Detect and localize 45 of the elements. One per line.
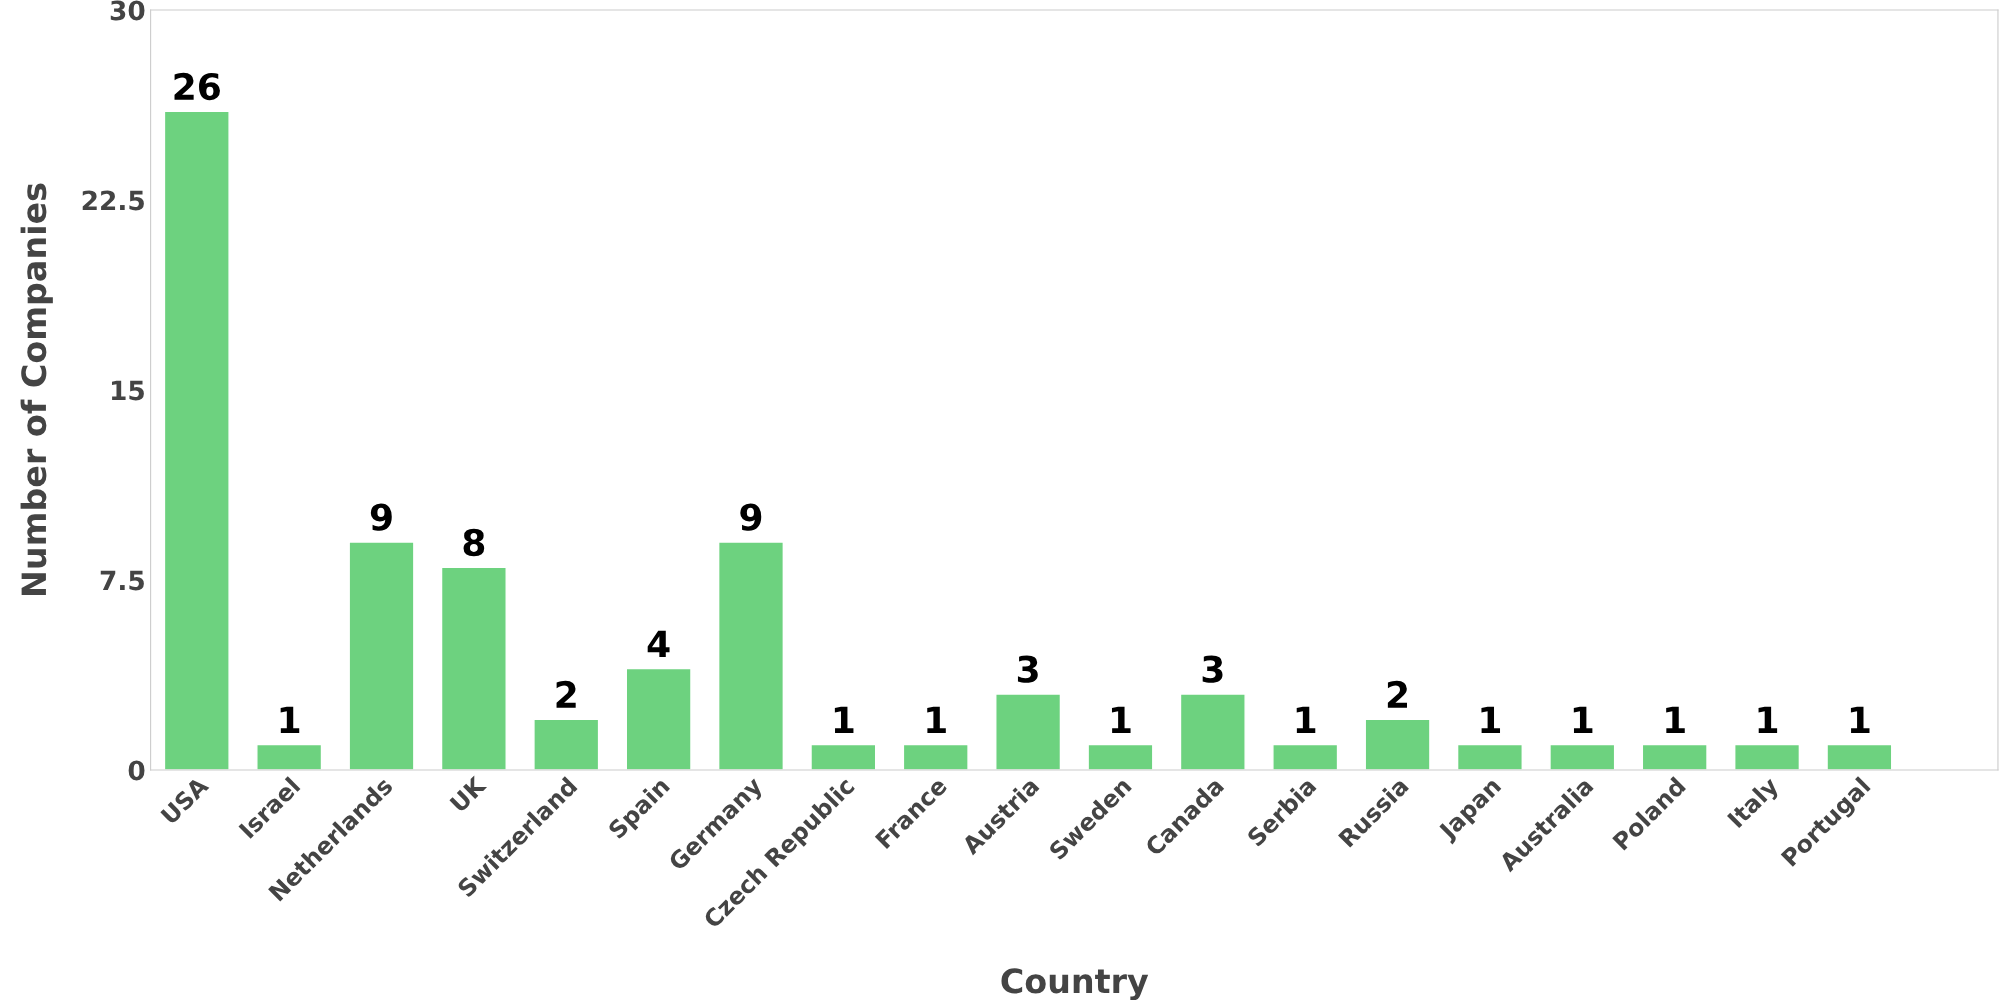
data-label: 1: [280, 706, 300, 733]
x-axis-title: Country: [1001, 968, 1149, 1000]
data-label: 1: [1296, 706, 1316, 733]
data-label: 1: [1666, 706, 1685, 733]
bar: [625, 667, 692, 770]
data-label: 3: [1017, 655, 1038, 683]
data-label: 9: [740, 503, 762, 531]
data-label: 3: [1202, 655, 1223, 683]
bar: [1641, 743, 1708, 770]
data-label: 2: [1387, 680, 1407, 708]
data-label: 1: [1481, 706, 1501, 733]
bar: [1456, 743, 1523, 770]
bar: [810, 743, 877, 770]
bar: [533, 718, 600, 770]
y-tick-label: 15: [111, 380, 144, 401]
data-label: 26: [174, 72, 220, 101]
y-tick-label: 0: [128, 760, 145, 781]
data-label: 8: [463, 528, 485, 557]
data-label: 1: [834, 706, 854, 733]
data-label: 1: [1850, 706, 1870, 733]
bar: [995, 693, 1062, 770]
bar: [1826, 743, 1893, 770]
data-label: 4: [647, 630, 670, 657]
y-tick-label: 7.5: [100, 570, 144, 591]
bar: [902, 743, 969, 770]
bar: [1087, 743, 1154, 770]
data-label: 2: [556, 680, 576, 708]
y-tick-label: 30: [110, 0, 145, 21]
bar: [440, 566, 507, 770]
bar: [1272, 743, 1339, 770]
data-label: 1: [1111, 706, 1131, 733]
y-axis-title: Number of Companies: [20, 183, 53, 595]
data-label: 1: [1573, 706, 1593, 733]
bar: [163, 110, 230, 770]
data-label: 9: [370, 503, 392, 531]
bar: [1734, 743, 1801, 770]
bar: [1179, 693, 1246, 770]
bar: [717, 541, 785, 770]
data-label: 1: [927, 706, 946, 733]
bar: [348, 541, 415, 770]
bar: [1364, 718, 1431, 770]
data-label: 1: [1758, 706, 1778, 733]
bar: [256, 743, 323, 770]
y-tick-label: 22.5: [82, 190, 144, 211]
bar: [1549, 743, 1616, 770]
